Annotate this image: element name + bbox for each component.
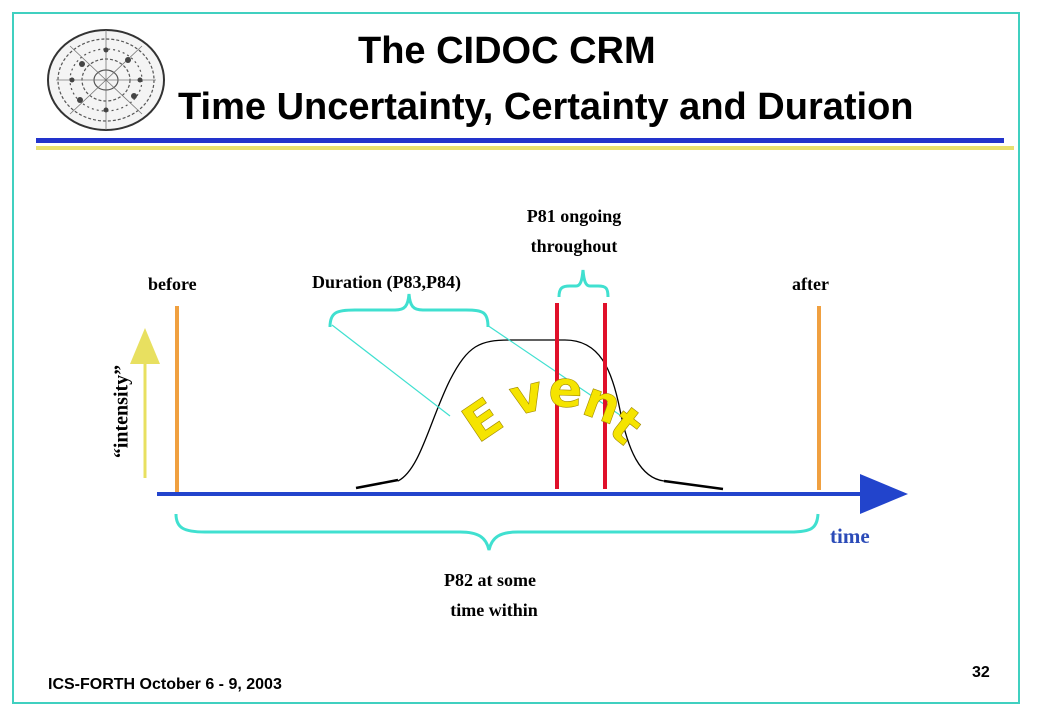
event-letter-3: e <box>548 360 584 419</box>
slide-title-line1: The CIDOC CRM <box>358 30 656 72</box>
time-axis-label: time <box>830 524 870 548</box>
event-letter-2: v <box>504 363 550 427</box>
before-label: before <box>148 274 197 294</box>
curve-tail-left <box>355 478 399 490</box>
p81-label-line1: P81 ongoing <box>526 206 622 226</box>
title-rule-yellow <box>36 146 1014 150</box>
p81-label-line2: throughout <box>530 236 618 256</box>
p82-label-line2: time within <box>450 600 538 620</box>
duration-connector-right <box>486 324 621 416</box>
p82-label-line1: P82 at some <box>444 570 536 590</box>
event-curve <box>397 339 665 482</box>
slide-frame <box>12 12 1020 704</box>
intensity-axis-label: “intensity” <box>110 364 133 459</box>
event-label: E v e n t <box>452 360 653 457</box>
phaistos-disc-logo <box>47 29 165 131</box>
duration-connector-left <box>331 324 451 417</box>
footer-text: ICS-FORTH October 6 - 9, 2003 <box>48 676 282 693</box>
p82-brace <box>174 513 820 551</box>
page-number: 32 <box>972 664 990 681</box>
p81-brace <box>557 269 610 298</box>
slide-title-line2: Time Uncertainty, Certainty and Duration <box>178 86 914 128</box>
duration-label: Duration (P83,P84) <box>312 272 461 292</box>
title-rule-blue <box>36 138 1004 143</box>
duration-brace <box>328 293 490 328</box>
after-label: after <box>792 274 829 294</box>
curve-tail-right <box>663 479 724 491</box>
event-letter-1: E <box>452 387 513 454</box>
